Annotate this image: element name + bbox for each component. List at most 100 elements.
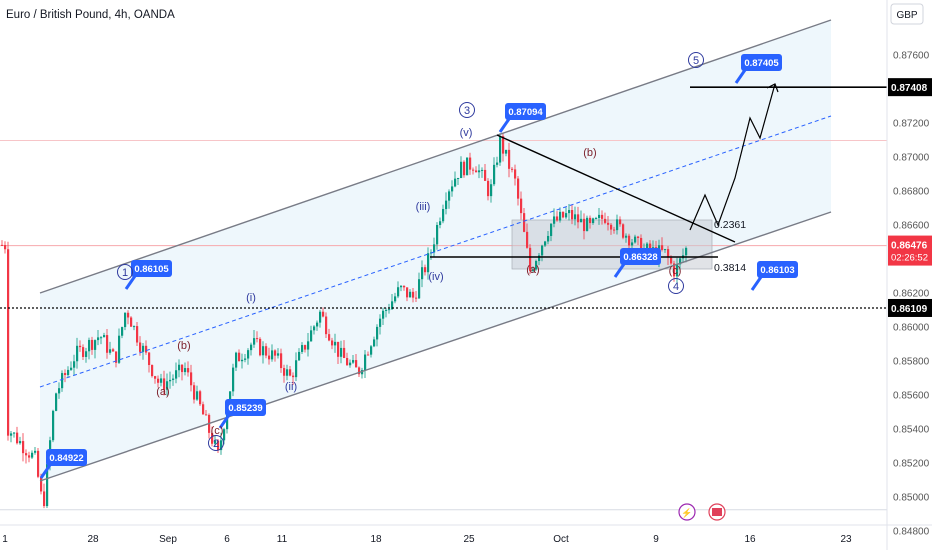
candle-body <box>82 347 85 357</box>
candle-body <box>397 287 400 297</box>
target-price-tag-label: 0.87408 <box>891 83 928 94</box>
candle-body <box>298 351 301 361</box>
candle-body <box>247 350 250 359</box>
candle-body <box>133 326 136 328</box>
price-callout-pointer <box>734 69 747 84</box>
candle-body <box>151 365 154 377</box>
candle-body <box>463 161 466 176</box>
candle-body <box>628 235 631 246</box>
candle-body <box>64 373 67 376</box>
candle-body <box>403 285 406 288</box>
candle-body <box>421 267 424 280</box>
candle-body <box>265 346 268 356</box>
candle-body <box>244 358 247 360</box>
candle-body <box>625 235 628 238</box>
candle-body <box>34 450 37 453</box>
candle-body <box>604 218 607 223</box>
candle-body <box>538 255 541 262</box>
channel-upper-line <box>39 19 832 294</box>
candle-body <box>13 432 16 434</box>
candle-body <box>325 316 328 335</box>
candle-body <box>262 346 265 356</box>
candle-body <box>376 326 379 340</box>
candle-body <box>472 169 475 171</box>
wave-label: (v) <box>460 127 473 139</box>
y-tick-label: 0.85800 <box>893 357 930 368</box>
support-price-tag-label: 0.86109 <box>891 304 928 315</box>
projection-path <box>689 83 776 231</box>
candle-body <box>106 335 109 353</box>
candle-body <box>322 311 325 317</box>
candle-body <box>319 311 322 323</box>
candle-body <box>610 224 613 230</box>
candle-body <box>196 391 199 400</box>
candle-body <box>598 214 601 219</box>
candle-body <box>622 224 625 238</box>
candle-body <box>586 217 589 232</box>
price-callout-pointer <box>498 118 511 133</box>
price-callout-support <box>757 261 798 278</box>
candle-body <box>238 352 241 362</box>
candle-body <box>454 178 457 187</box>
wave-label: 4 <box>673 281 679 293</box>
candle-body <box>517 178 520 199</box>
candle-body <box>175 370 178 379</box>
candle-body <box>457 178 460 180</box>
candle-body <box>85 351 88 357</box>
candle-body <box>343 347 346 358</box>
candle-body <box>355 360 358 368</box>
candle-body <box>544 241 547 246</box>
channel-fill <box>40 20 831 481</box>
candle-body <box>574 214 577 220</box>
y-tick-label: 0.87600 <box>893 51 930 62</box>
candle-body <box>670 257 673 264</box>
fib-label: 0.2361 <box>714 219 746 231</box>
candle-body <box>58 388 61 394</box>
candle-body <box>493 164 496 185</box>
wave-label: (b) <box>177 340 190 352</box>
candle-body <box>460 161 463 179</box>
candle-body <box>358 367 361 375</box>
wave-circle <box>459 102 475 118</box>
candle-body <box>115 351 118 363</box>
x-tick-label: 6 <box>224 534 230 545</box>
candle-body <box>505 149 508 154</box>
candle-body <box>7 249 10 436</box>
candle-body <box>442 209 445 222</box>
candle-body <box>295 360 298 378</box>
candle-body <box>130 317 133 327</box>
candle-body <box>70 367 73 370</box>
wave-label: 2 <box>213 438 219 450</box>
candle-body <box>139 342 142 352</box>
candle-body <box>289 369 292 376</box>
candle-body <box>313 326 316 331</box>
candle-body <box>274 350 277 356</box>
price-callout-text: 0.87405 <box>744 58 779 69</box>
candle-body <box>412 291 415 298</box>
candle-body <box>550 223 553 236</box>
candle-body <box>100 337 103 339</box>
candle-body <box>157 378 160 383</box>
candle-body <box>661 245 664 250</box>
wave-label: (iv) <box>428 271 443 283</box>
currency-label: GBP <box>896 10 917 21</box>
price-callout-text: 0.86328 <box>623 252 657 263</box>
candle-body <box>592 218 595 224</box>
candle-body <box>316 322 319 327</box>
currency-badge <box>890 3 924 25</box>
candle-body <box>664 249 667 251</box>
candle-body <box>37 450 40 477</box>
candle-body <box>202 404 205 415</box>
y-tick-label: 0.86600 <box>893 221 930 232</box>
candle-body <box>148 352 151 366</box>
candle-body <box>646 243 649 249</box>
candle-body <box>370 346 373 355</box>
candle-body <box>43 491 46 507</box>
y-tick-label: 0.87000 <box>893 153 930 164</box>
candle-body <box>142 345 145 352</box>
lightning-event-icon <box>678 503 696 521</box>
x-tick-label: 11 <box>277 534 288 545</box>
candle-body <box>223 429 226 441</box>
candle-body <box>409 291 412 298</box>
